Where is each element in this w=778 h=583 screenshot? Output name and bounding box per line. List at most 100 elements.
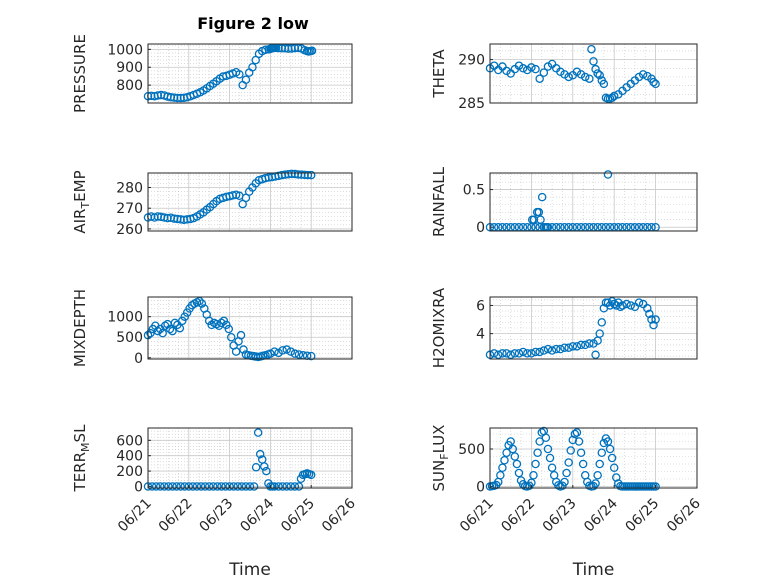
- data-point: [182, 308, 192, 317]
- data-point: [605, 444, 615, 454]
- data-point: [622, 299, 631, 309]
- data-point: [303, 170, 313, 180]
- data-point: [500, 455, 509, 465]
- data-point: [197, 299, 207, 308]
- data-point: [551, 344, 561, 354]
- y-tick-label: 4: [476, 327, 485, 343]
- data-point: [498, 349, 507, 358]
- data-point: [293, 170, 303, 179]
- data-point: [576, 448, 586, 457]
- data-point: [560, 343, 569, 352]
- y-axis-label: THETA: [430, 49, 448, 99]
- data-point: [196, 482, 206, 491]
- data-point: [647, 315, 656, 324]
- data-point: [535, 347, 544, 357]
- data-point: [506, 350, 515, 360]
- data-point: [502, 448, 511, 457]
- data-point: [512, 459, 522, 469]
- data-point: [290, 43, 300, 53]
- data-point: [580, 72, 590, 82]
- axes-box: [147, 296, 353, 360]
- data-point: [217, 318, 226, 328]
- data-point: [502, 66, 511, 76]
- data-point: [176, 215, 185, 224]
- data-point: [225, 482, 234, 491]
- data-point: [168, 326, 177, 336]
- data-point: [597, 318, 607, 327]
- data-point: [280, 44, 290, 53]
- data-point: [585, 339, 594, 348]
- axes-box: [147, 427, 353, 489]
- data-point: [274, 43, 283, 53]
- y-tick-label: 900: [116, 60, 143, 76]
- subplot-air_temp: 260 270 280 AIRTEMP: [71, 169, 353, 238]
- data-point: [306, 470, 316, 480]
- data-point: [209, 482, 218, 491]
- data-point: [248, 62, 257, 72]
- data-point: [274, 482, 283, 491]
- data-point: [578, 459, 588, 469]
- data-point: [547, 346, 557, 355]
- data-point: [245, 482, 255, 491]
- data-point: [262, 466, 271, 476]
- data-point: [643, 304, 652, 313]
- data-point: [634, 72, 644, 82]
- y-tick-label: 290: [458, 53, 485, 69]
- data-point: [151, 482, 161, 491]
- y-tick-label: 400: [116, 449, 143, 465]
- data-point: [153, 326, 163, 336]
- data-point: [541, 433, 551, 442]
- data-point: [572, 428, 582, 437]
- data-point: [605, 301, 615, 310]
- axes-box: [147, 172, 353, 232]
- data-point: [543, 62, 553, 71]
- data-point: [568, 342, 578, 351]
- axes-box: [489, 172, 698, 232]
- y-axis-label: PRESSURE: [71, 34, 89, 113]
- data-point: [195, 296, 204, 306]
- data-point: [591, 350, 600, 360]
- data-point: [564, 72, 573, 82]
- data-point: [531, 459, 540, 469]
- data-point: [523, 349, 532, 358]
- data-point: [510, 349, 520, 358]
- data-point: [547, 463, 557, 472]
- data-point: [306, 351, 316, 361]
- data-point: [543, 344, 553, 354]
- y-tick-label: 200: [116, 464, 143, 480]
- data-point: [599, 79, 609, 89]
- data-point: [576, 340, 586, 350]
- data-point: [506, 437, 515, 446]
- subplot-grid: 800 900 1000 PRESSURE 285 290 THETA 260 270 280 AI…: [71, 34, 704, 580]
- data-point: [200, 482, 210, 491]
- data-point: [535, 437, 544, 446]
- data-point: [560, 477, 569, 487]
- data-point: [591, 64, 600, 74]
- y-axis-label: MIXDEPTH: [71, 289, 89, 367]
- data-point: [570, 429, 580, 439]
- y-axis-label: RAINFALL: [430, 166, 448, 237]
- data-point: [236, 330, 246, 340]
- data-point: [228, 191, 238, 200]
- data-point: [307, 46, 317, 56]
- data-point: [531, 347, 540, 357]
- data-point: [603, 437, 613, 446]
- data-point: [607, 453, 617, 463]
- y-tick-label: 0.5: [463, 183, 485, 199]
- data-point: [489, 349, 499, 358]
- data-point: [618, 301, 627, 310]
- data-point: [204, 316, 214, 326]
- data-point: [160, 482, 169, 491]
- data-point: [224, 324, 234, 334]
- data-point: [545, 453, 555, 463]
- y-tick-label: 1000: [107, 310, 143, 326]
- data-point: [626, 301, 636, 310]
- data-point: [160, 213, 169, 222]
- y-tick-label: 0: [134, 351, 143, 367]
- data-point: [172, 482, 181, 491]
- data-point: [176, 482, 185, 491]
- data-point: [645, 309, 654, 319]
- axes-box: [489, 43, 698, 104]
- data-point: [270, 347, 279, 356]
